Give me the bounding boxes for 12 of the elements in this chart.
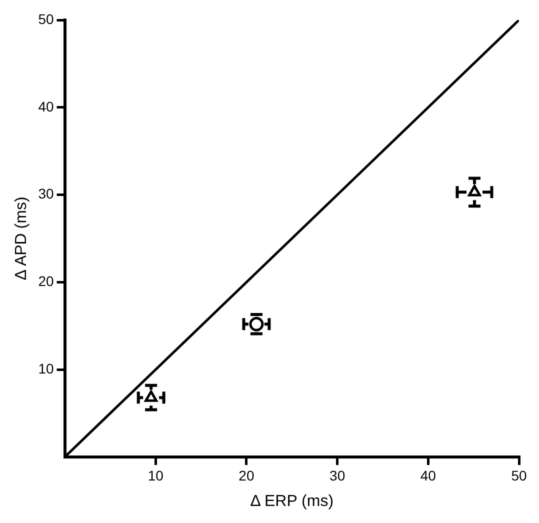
x-tick-label: 10: [148, 467, 164, 484]
y-tick-label: 50: [38, 10, 54, 27]
x-tick-label: 30: [330, 467, 346, 484]
y-axis-title: Δ APD (ms): [13, 196, 30, 280]
y-tick-label: 10: [38, 360, 54, 376]
y-tick-label: 20: [38, 273, 54, 290]
x-tick-label: 20: [238, 467, 254, 484]
y-tick-label: 30: [38, 186, 54, 202]
y-tick-label: 40: [38, 98, 54, 114]
x-axis-title: Δ ERP (ms): [250, 492, 334, 510]
x-tick-label: 50: [511, 467, 527, 484]
x-tick-label: 40: [420, 467, 436, 484]
